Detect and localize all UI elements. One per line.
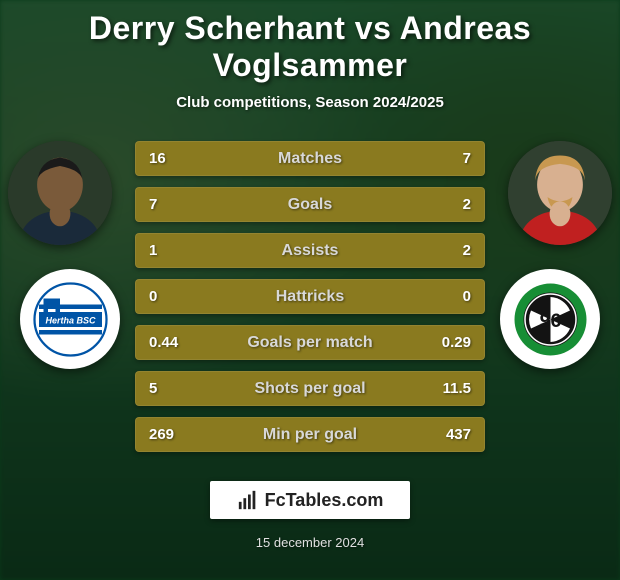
stat-label: Assists xyxy=(135,242,485,260)
stat-left-value: 16 xyxy=(149,150,166,167)
stat-row-goals: 7 Goals 2 xyxy=(135,187,485,222)
player-right-avatar xyxy=(508,141,612,245)
title-vs: vs xyxy=(355,10,392,46)
stats-list: 16 Matches 7 7 Goals 2 1 Assists 2 0 Hat… xyxy=(135,141,485,452)
club-right-logo: 96 xyxy=(500,269,600,369)
stat-left-value: 0 xyxy=(149,288,157,305)
stat-row-min-per-goal: 269 Min per goal 437 xyxy=(135,417,485,452)
stat-row-matches: 16 Matches 7 xyxy=(135,141,485,176)
stat-right-value: 7 xyxy=(463,150,471,167)
stat-right-value: 2 xyxy=(463,242,471,259)
bars-icon xyxy=(237,489,259,511)
svg-text:Hertha BSC: Hertha BSC xyxy=(45,315,96,325)
stat-row-assists: 1 Assists 2 xyxy=(135,233,485,268)
stat-left-value: 5 xyxy=(149,380,157,397)
stat-right-value: 0.29 xyxy=(442,334,471,351)
stat-row-shots-per-goal: 5 Shots per goal 11.5 xyxy=(135,371,485,406)
stat-label: Shots per goal xyxy=(135,380,485,398)
player-left-name: Derry Scherhant xyxy=(89,10,345,46)
stat-row-hattricks: 0 Hattricks 0 xyxy=(135,279,485,314)
stat-left-value: 1 xyxy=(149,242,157,259)
subtitle: Club competitions, Season 2024/2025 xyxy=(176,94,444,111)
stat-right-value: 2 xyxy=(463,196,471,213)
player-left-avatar xyxy=(8,141,112,245)
date-text: 15 december 2024 xyxy=(256,535,364,550)
stat-right-value: 11.5 xyxy=(443,380,471,397)
stat-left-value: 0.44 xyxy=(149,334,178,351)
stat-left-value: 269 xyxy=(149,426,174,443)
brand-logo: FcTables.com xyxy=(210,481,410,519)
stat-right-value: 0 xyxy=(463,288,471,305)
comparison-title: Derry Scherhant vs Andreas Voglsammer xyxy=(0,10,620,84)
stat-label: Goals xyxy=(135,196,485,214)
svg-text:96: 96 xyxy=(539,310,561,332)
stat-left-value: 7 xyxy=(149,196,157,213)
stat-label: Goals per match xyxy=(135,334,485,352)
stat-right-value: 437 xyxy=(446,426,471,443)
stat-row-goals-per-match: 0.44 Goals per match 0.29 xyxy=(135,325,485,360)
club-left-logo: Hertha BSC xyxy=(20,269,120,369)
stat-label: Min per goal xyxy=(135,426,485,444)
stat-label: Hattricks xyxy=(135,288,485,306)
stat-label: Matches xyxy=(135,150,485,168)
comparison-body: Hertha BSC 96 16 Matches 7 7 xyxy=(0,141,620,473)
brand-text: FcTables.com xyxy=(265,490,384,511)
